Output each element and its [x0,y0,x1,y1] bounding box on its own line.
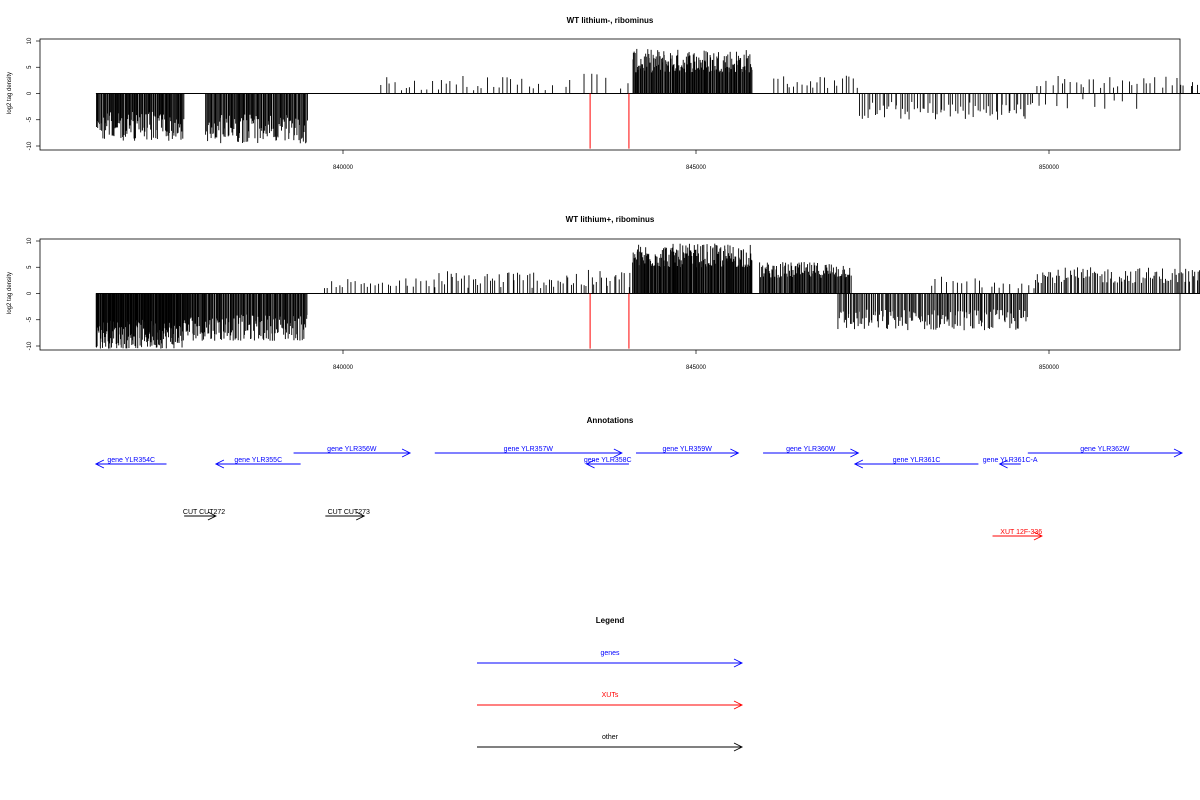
feature-label: gene YLR358C [584,457,632,464]
feature-arrow-head [214,459,225,469]
feature: gene YLR359W [635,446,740,458]
feature-label: gene YLR356W [327,446,377,453]
feature: gene YLR355C [214,457,301,469]
legend-title: Legend [596,616,625,625]
legend-arrow-head [733,742,744,752]
feature-label: gene YLR361C-A [983,457,1038,464]
feature-arrow-head [1173,448,1184,458]
feature-arrow-head [730,448,740,458]
plot-frame [39,38,1181,151]
feature-label: gene YLR361C [893,457,941,464]
signal-bars [95,243,1200,349]
y-axis-label: log2 tag density [7,272,13,314]
y-tick-label: -10 [27,341,33,350]
legend-item: other [477,734,744,752]
legend-label: XUTs [602,692,619,699]
y-tick-label: -10 [27,141,33,150]
y-axis: 10 5 0 -5 -10 [27,37,40,150]
feature-label: gene YLR357W [504,446,554,453]
feature: gene YLR360W [763,446,860,458]
x-tick-label: 840000 [333,365,354,371]
feature-arrow-head [207,511,217,521]
feature-label: gene YLR360W [786,446,836,453]
feature-arrow-head [585,459,595,469]
feature-arrow-head [401,448,412,458]
legend-label: genes [600,650,620,657]
x-axis: 840000 845000 850000 [333,150,1060,171]
x-tick-label: 850000 [1039,365,1060,371]
track-panel-lithium-plus: WT lithium+, ribominus log2 tag density … [7,215,1200,371]
legend-arrow-head [733,658,744,668]
feature: XUT 12F-336 [992,529,1043,541]
feature-arrow-head [998,459,1008,469]
x-axis: 840000 845000 850000 [333,350,1060,371]
track-title: WT lithium-, ribominus [567,16,654,25]
y-tick-label: 5 [27,265,33,269]
y-tick-label: 5 [27,65,33,69]
feature: gene YLR361C [853,457,979,469]
feature-arrow-head [613,448,623,458]
y-tick-label: 0 [27,91,33,95]
annotations-title: Annotations [587,416,634,425]
feature-label: XUT 12F-336 [1000,529,1042,536]
track-title: WT lithium+, ribominus [566,215,655,224]
y-axis: 10 5 0 -5 -10 [27,237,40,350]
feature: gene YLR358C [584,457,632,469]
marker-lines [589,293,630,349]
x-tick-label: 840000 [333,165,354,171]
y-tick-label: 10 [27,37,33,44]
track-panel-lithium-minus: WT lithium-, ribominus log2 tag density … [7,16,1200,171]
feature: gene YLR361C-A [983,457,1038,469]
marker-lines [589,93,630,149]
x-tick-label: 845000 [686,365,707,371]
signal-bars [95,48,1200,144]
feature-label: gene YLR355C [234,457,282,464]
feature: gene YLR357W [434,446,623,458]
feature: gene YLR362W [1027,446,1184,458]
legend-item: genes [477,650,744,668]
feature-label: gene YLR354C [107,457,155,464]
y-tick-label: 10 [27,237,33,244]
feature-arrows: gene YLR354C gene YLR355C gene YLR356W gene… [94,446,1184,541]
legend-item: XUTs [477,692,744,710]
legend: Legend genes XUTs other [477,616,744,752]
legend-items: genes XUTs other [477,650,744,752]
feature-label: CUT CUT272 [183,509,225,516]
plot-frame [39,238,1181,351]
feature: gene YLR356W [293,446,412,458]
feature-arrow-head [1033,531,1043,541]
feature: CUT CUT273 [325,509,370,521]
y-tick-label: -5 [27,116,33,122]
x-tick-label: 845000 [686,165,707,171]
legend-arrow-head [733,700,744,710]
legend-label: other [602,734,619,741]
feature: gene YLR354C [94,457,167,469]
y-tick-label: 0 [27,291,33,295]
feature-label: gene YLR362W [1080,446,1130,453]
feature-label: CUT CUT273 [328,509,370,516]
y-axis-label: log2 tag density [7,72,13,114]
y-tick-label: -5 [27,316,33,322]
x-tick-label: 850000 [1039,165,1060,171]
feature-label: gene YLR359W [663,446,713,453]
feature-arrow-head [850,448,860,458]
feature-arrow-head [853,459,864,469]
feature-arrow-head [94,459,105,469]
feature-arrow-head [355,511,366,521]
annotations-panel: Annotations gene YLR354C gene YLR355Cgene… [94,416,1184,541]
feature: CUT CUT272 [183,509,225,521]
